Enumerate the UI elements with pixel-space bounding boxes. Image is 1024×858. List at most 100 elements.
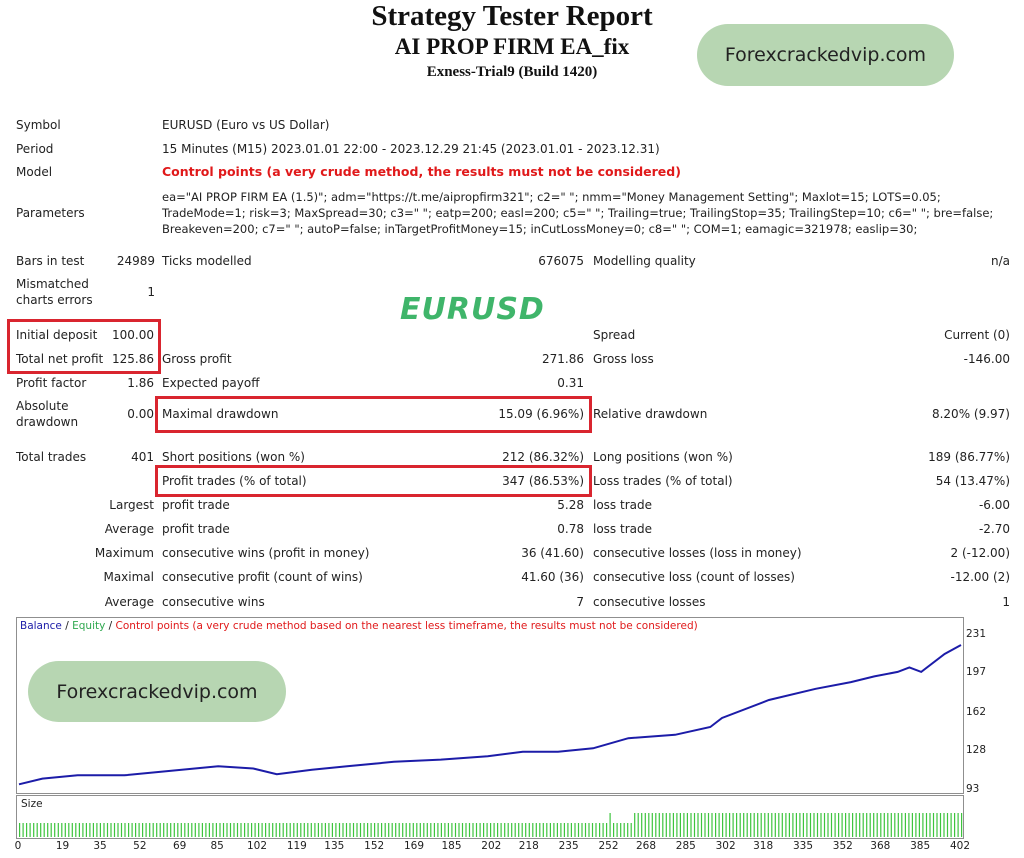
size-bar [33,823,35,837]
mismatch-value: 1 [147,285,155,299]
size-bar [778,813,780,837]
size-bar [367,823,369,837]
largest-profit-label: profit trade [162,498,230,512]
size-bar [205,823,207,837]
size-bar [47,823,49,837]
size-bar [240,823,242,837]
size-bar [395,823,397,837]
max-consecutive-loss-value: -12.00 (2) [950,570,1011,584]
size-bar [419,823,421,837]
size-bar [690,813,692,837]
size-bar [876,813,878,837]
size-bar [932,813,935,837]
size-bar [328,823,330,837]
size-bar [286,823,288,837]
x-tick-label: 135 [324,840,345,852]
profit-trades-highlight-box [155,465,592,497]
x-tick-label: 185 [441,840,462,852]
mismatch-label-2: charts errors [16,293,93,307]
size-bar [412,823,414,837]
legend-separator: / [105,620,116,632]
loss-trades-value: 54 (13.47%) [935,474,1010,488]
y-tick-label: 128 [966,743,987,756]
eurusd-overlay: EURUSD [400,292,545,327]
size-bar [272,823,274,837]
size-bar [722,813,724,837]
average-loss-value: -2.70 [978,522,1010,536]
size-bar [265,823,267,837]
avg-consecutive-wins-label: consecutive wins [162,595,265,609]
absolute-drawdown-value: 0.00 [127,407,154,421]
period-label: Period [16,142,54,156]
size-bar [184,823,186,837]
size-bar [201,823,203,837]
size-bar [22,823,24,837]
size-bar [229,823,232,837]
size-bar [331,823,333,837]
size-bar [866,813,868,837]
average-label: Average [104,522,154,536]
x-tick-label: 102 [246,840,268,852]
size-bar [820,813,822,837]
size-bar [760,813,762,837]
size-bar [560,823,562,837]
size-bar [440,823,442,837]
size-bar [514,823,516,837]
profit-trades-label: Profit trades (% of total) [162,474,307,488]
size-bar [507,823,509,837]
size-bar [226,823,228,837]
largest-label: Largest [109,498,154,512]
size-bar [845,813,847,837]
size-bar [841,813,843,837]
size-bar [577,823,580,837]
symbol-label: Symbol [16,118,61,132]
size-bar [296,823,298,837]
bars-value: 24989 [116,254,155,268]
size-bar [468,823,471,837]
size-bar [855,813,857,837]
size-bar [472,823,474,837]
long-positions-value: 189 (86.77%) [928,450,1010,464]
largest-profit-value: 5.28 [557,498,584,512]
size-bar [925,813,928,837]
size-bar [486,823,488,837]
maximal-label: Maximal [103,570,154,584]
size-bar [848,813,850,837]
size-bar [518,823,520,837]
size-bar [669,813,671,837]
size-bar [950,813,952,837]
size-bar [736,813,738,837]
net-profit-value: 125.86 [112,352,154,366]
size-bar [549,823,551,837]
net-profit-label: Total net profit [16,352,104,366]
size-bar [588,823,590,837]
size-bar [683,813,685,837]
size-bar [381,823,383,837]
y-tick-label: 93 [966,783,980,795]
size-bar [823,813,826,837]
deposit-value: 100.00 [112,328,154,342]
size-bar [258,823,260,837]
loss-trades-label: Loss trades (% of total) [593,474,733,488]
short-positions-value: 212 (86.32%) [502,450,584,464]
size-bar [764,813,766,837]
size-bar [704,813,706,837]
size-bar [377,823,379,837]
size-bar [212,823,214,837]
size-bar [774,813,776,837]
size-bar [251,823,253,837]
x-tick-label: 0 [14,840,22,852]
expected-payoff-value: 0.31 [557,376,584,390]
size-bar [198,823,200,837]
y-tick-label: 231 [966,628,987,640]
short-positions-label: Short positions (won %) [162,450,305,464]
size-bar [672,813,674,837]
total-trades-label: Total trades [16,450,87,464]
size-bar [465,823,467,837]
ticks-value: 676075 [538,254,584,268]
absolute-drawdown-label-2: drawdown [16,415,79,429]
size-bar [483,823,485,837]
size-bar [957,813,959,837]
size-bar [616,823,618,837]
size-bar [838,813,840,837]
